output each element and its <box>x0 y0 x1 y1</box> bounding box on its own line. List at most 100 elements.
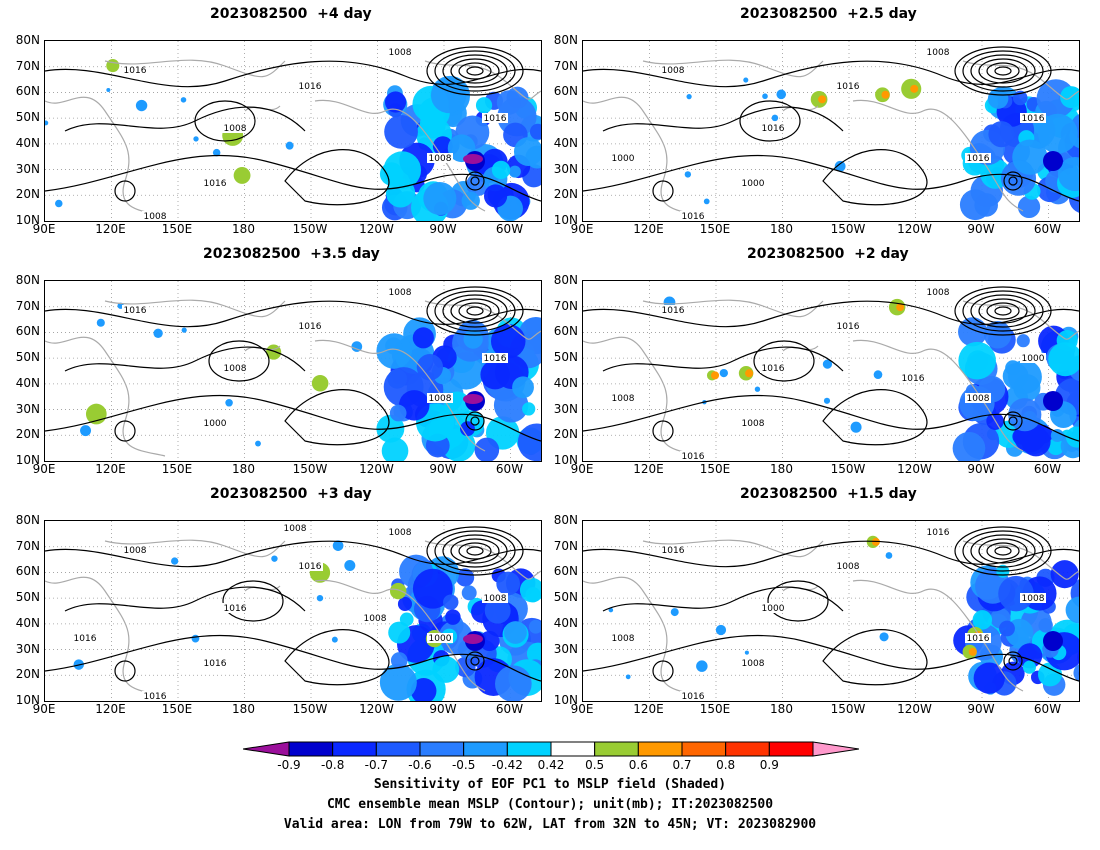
contour-label: 1016 <box>74 634 97 644</box>
latitude-tick-label: 40N <box>15 135 40 150</box>
contour-label: 1000 <box>429 634 452 644</box>
contour-label: 1008 <box>389 288 412 298</box>
latitude-tick-label: 40N <box>553 375 578 390</box>
panel-title: 2023082500 +3.5 day <box>203 246 380 262</box>
contour-label: 1008 <box>837 562 860 572</box>
latitude-tick-label: 70N <box>553 538 578 553</box>
longitude-tick-label: 150E <box>699 222 731 236</box>
colorbar-tick-label: 0.9 <box>759 758 779 772</box>
colorbar-swatch <box>812 741 860 757</box>
latitude-tick-label: 70N <box>553 298 578 313</box>
longitude-tick-label: 150W <box>830 222 866 236</box>
colorbar-tick-label: -0.9 <box>277 758 301 772</box>
colorbar-tick-label: 0.7 <box>672 758 692 772</box>
coastlines <box>45 59 541 217</box>
panel-title: 2023082500 +4 day <box>210 6 372 22</box>
contour-label: 1008 <box>389 528 412 538</box>
map-panel: 1008 1016 1016 1008 1000 1016 1008 <box>44 280 542 462</box>
contour-label: 1016 <box>837 322 860 332</box>
longitude-tick-label: 150E <box>161 222 193 236</box>
contour-label: 1008 <box>742 659 765 669</box>
latitude-tick-label: 40N <box>15 375 40 390</box>
longitude-tick-label: 150E <box>161 462 193 476</box>
coastlines <box>583 59 1079 217</box>
contour-label: 1016 <box>124 66 147 76</box>
contour-label: 1008 <box>389 48 412 58</box>
latitude-tick-label: 20N <box>553 667 578 682</box>
map-canvas: 1008 1008 1016 1016 1016 1008 1000 1016 1016 1008… <box>45 521 541 701</box>
longitude-tick-label: 120W <box>897 222 932 236</box>
latitude-tick-label: 80N <box>15 273 40 287</box>
contour-label: 1016 <box>1022 114 1045 124</box>
longitude-tick-label: 120W <box>359 462 394 476</box>
contour-label: 1000 <box>762 604 785 614</box>
longitude-tick-label: 150W <box>292 222 328 236</box>
latitude-tick-label: 30N <box>553 401 578 416</box>
latitude-tick-label: 30N <box>553 641 578 656</box>
latitude-tick-label: 20N <box>15 427 40 442</box>
latitude-tick-label: 50N <box>553 350 578 365</box>
contour-label: 1016 <box>144 692 167 701</box>
map-panel: 1008 1008 1016 1016 1016 1008 1000 1016 1016 1008… <box>44 520 542 702</box>
contour-label: 1016 <box>967 154 990 164</box>
longitude-tick-label: 120E <box>633 222 664 236</box>
longitude-tick-label: 60W <box>495 222 524 236</box>
map-canvas: 1008 1008 1016 1016 1000 1016 1016 1016 1000 <box>583 41 1079 221</box>
colorbar-tick-label: 0.5 <box>585 758 605 772</box>
mslp-contours <box>583 526 1079 686</box>
colorbar-tick-label: -0.42 <box>491 758 523 772</box>
latitude-tick-label: 40N <box>553 615 578 630</box>
latitude-tick-label: 70N <box>15 538 40 553</box>
contour-label: 1016 <box>682 212 705 221</box>
contour-label: 1016 <box>299 322 322 332</box>
mslp-contours <box>45 526 541 686</box>
latitude-tick-label: 80N <box>553 513 578 527</box>
latitude-tick-label: 10N <box>553 213 578 227</box>
longitude-tick-label: 180 <box>232 702 255 716</box>
contour-label: 1016 <box>682 452 705 461</box>
latitude-tick-label: 10N <box>15 213 40 227</box>
contour-label: 1008 <box>612 634 635 644</box>
map-canvas: 1008 1016 1016 1008 1000 1016 1008 <box>45 281 541 461</box>
grid-lines <box>583 281 1079 461</box>
latitude-tick-label: 30N <box>15 161 40 176</box>
longitude-tick-label: 60W <box>1033 222 1062 236</box>
colorbar-tick-label: -0.5 <box>451 758 476 772</box>
map-panel: 1008 1008 1016 1016 1000 1016 1016 1016 1000 <box>582 40 1080 222</box>
sensitivity-shading <box>663 296 1079 461</box>
longitude-tick-label: 180 <box>770 702 793 716</box>
latitude-tick-label: 60N <box>553 84 578 99</box>
colorbar-tick-label: -0.8 <box>320 758 345 772</box>
longitude-tick-label: 150E <box>699 462 731 476</box>
coastlines <box>45 299 541 457</box>
colorbar-swatch <box>242 741 290 757</box>
latitude-tick-label: 80N <box>553 33 578 47</box>
latitude-tick-label: 40N <box>553 135 578 150</box>
contour-label: 1016 <box>762 124 785 134</box>
colorbar-swatch <box>637 741 683 757</box>
latitude-tick-label: 20N <box>15 667 40 682</box>
latitude-tick-label: 30N <box>553 161 578 176</box>
contour-label: 1008 <box>927 288 950 298</box>
contour-label: 1008 <box>662 66 685 76</box>
latitude-tick-label: 20N <box>553 427 578 442</box>
longitude-tick-label: 120W <box>359 702 394 716</box>
latitude-tick-label: 30N <box>15 641 40 656</box>
map-panel: 1008 1016 1016 1016 1008 1000 1008 1016 1008 1016 <box>582 280 1080 462</box>
contour-label: 1008 <box>1022 594 1045 604</box>
latitude-tick-label: 10N <box>15 453 40 467</box>
latitude-tick-label: 30N <box>15 401 40 416</box>
contour-label: 1016 <box>902 374 925 384</box>
panel-title: 2023082500 +3 day <box>210 486 372 502</box>
contour-label: 1008 <box>927 48 950 58</box>
latitude-tick-label: 70N <box>553 58 578 73</box>
longitude-tick-label: 90W <box>429 702 457 716</box>
latitude-tick-label: 10N <box>553 453 578 467</box>
sensitivity-shading <box>45 59 541 221</box>
contour-label: 1016 <box>484 354 507 364</box>
longitude-tick-label: 90E <box>32 222 56 236</box>
panel-title: 2023082500 +2.5 day <box>740 6 917 22</box>
contour-label: 1016 <box>299 82 322 92</box>
colorbar-swatch <box>506 741 552 757</box>
colorbar-swatch <box>681 741 727 757</box>
